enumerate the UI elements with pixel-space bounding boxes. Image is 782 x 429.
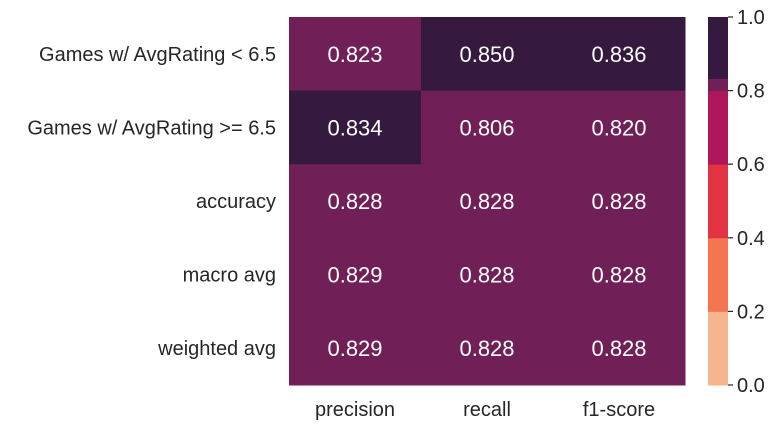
cell-value-label: 0.850 [459, 42, 514, 67]
column-labels: precision recall f1-score [315, 399, 655, 421]
colorbar-segment [708, 311, 728, 386]
colorbar-segment [708, 17, 728, 79]
colorbar-segment [708, 90, 728, 165]
row-label: accuracy [196, 191, 276, 213]
column-label: recall [463, 399, 511, 421]
colorbar-segment [708, 237, 728, 312]
colorbar-tick-label: 0.2 [737, 301, 765, 323]
heatmap-cell [553, 237, 686, 312]
cell-value-label: 0.836 [591, 42, 646, 67]
heatmap-cell [421, 237, 554, 312]
cell-value-label: 0.828 [327, 189, 382, 214]
cell-value-label: 0.828 [591, 189, 646, 214]
colorbar-segment [708, 78, 728, 92]
cell-value-label: 0.829 [327, 336, 382, 361]
heatmap-cell [421, 311, 554, 386]
row-labels: Games w/ AvgRating < 6.5 Games w/ AvgRati… [27, 44, 276, 360]
cell-value-label: 0.820 [591, 115, 646, 140]
heatmap-cell [421, 17, 554, 92]
colorbar-tick-label: 1.0 [737, 7, 765, 29]
colorbar-segment [708, 164, 728, 239]
colorbar-tick-label: 0.0 [737, 375, 765, 397]
heatmap-cell [421, 164, 554, 239]
heatmap-cell [289, 311, 422, 386]
colorbar-tick-label: 0.4 [737, 228, 765, 250]
heatmap-cell [289, 164, 422, 239]
row-label: Games w/ AvgRating < 6.5 [39, 44, 276, 66]
heatmap-cell [421, 90, 554, 165]
cell-value-label: 0.829 [327, 263, 382, 288]
row-label: weighted avg [157, 338, 276, 360]
heatmap-cell [289, 90, 422, 165]
cell-value-label: 0.828 [459, 189, 514, 214]
cell-value-label: 0.828 [591, 336, 646, 361]
colorbar-tick-label: 0.6 [737, 154, 765, 176]
cell-value-label: 0.806 [459, 115, 514, 140]
column-label: precision [315, 399, 395, 421]
heatmap-cells: 0.823 0.850 0.836 0.834 0.806 0.820 0.828 0.828… [289, 17, 686, 386]
row-label: Games w/ AvgRating >= 6.5 [27, 117, 276, 139]
cell-value-label: 0.834 [327, 115, 382, 140]
heatmap-cell [553, 311, 686, 386]
heatmap-cell [289, 237, 422, 312]
cell-value-label: 0.828 [591, 263, 646, 288]
cell-value-label: 0.828 [459, 263, 514, 288]
colorbar: 0.0 0.2 0.4 0.6 0.8 1.0 [708, 7, 765, 397]
colorbar-tick-label: 0.8 [737, 81, 765, 103]
row-label: macro avg [183, 265, 276, 287]
column-label: f1-score [583, 399, 655, 421]
heatmap-cell [553, 17, 686, 92]
heatmap-cell [553, 90, 686, 165]
heatmap-cell [553, 164, 686, 239]
cell-value-label: 0.828 [459, 336, 514, 361]
heatmap-cell [289, 17, 422, 92]
cell-value-label: 0.823 [327, 42, 382, 67]
